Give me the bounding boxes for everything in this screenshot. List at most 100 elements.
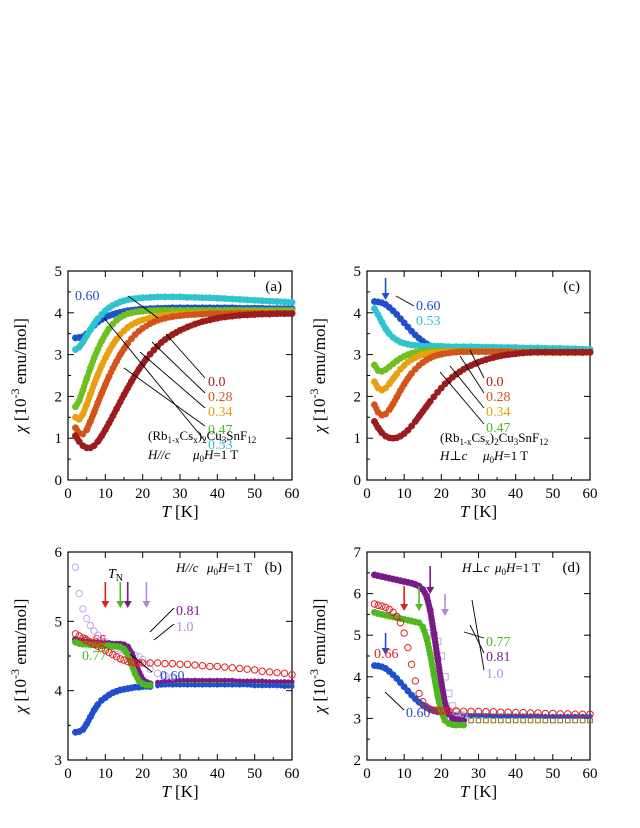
panel-label: (c) <box>563 279 580 295</box>
data-point <box>86 621 95 630</box>
data-point-fill <box>233 682 239 688</box>
field-strength: μ0H=1 T <box>494 560 540 577</box>
data-point-fill <box>271 683 276 689</box>
data-point <box>393 370 401 378</box>
data-point <box>236 664 244 673</box>
x-axis-label: T [K] <box>161 502 198 521</box>
y-tick-label: 2 <box>354 389 362 405</box>
data-point-fill <box>181 682 187 688</box>
y-tick-label: 2 <box>354 753 362 769</box>
chart-panel-c: 0 10 20 30 40 50 60 0 1 2 3 4 5 T [K] χ [10-3 emu/mol]… <box>307 264 598 521</box>
leader-line <box>469 624 485 654</box>
field-direction: H⊥c <box>461 560 490 575</box>
data-point <box>586 348 594 356</box>
leader-line <box>395 295 415 307</box>
series-0-47 <box>72 306 296 411</box>
data-point <box>258 667 266 675</box>
data-point <box>426 705 434 713</box>
data-point <box>153 659 162 667</box>
data-point <box>109 650 117 659</box>
series-label: 0.81 <box>176 604 201 619</box>
data-point <box>441 707 449 715</box>
tn-arrow-head <box>116 601 125 608</box>
series-label: 0.53 <box>416 314 441 329</box>
data-point <box>153 669 162 678</box>
data-point <box>289 683 295 690</box>
data-point <box>176 660 184 669</box>
data-point <box>505 717 512 724</box>
x-axis-label: T [K] <box>161 782 198 801</box>
series-label: 0.0 <box>486 375 504 390</box>
series-label: 0.47 <box>208 423 233 438</box>
data-point <box>79 634 87 642</box>
data-point <box>535 717 541 724</box>
data-point-fill <box>465 712 470 718</box>
data-point <box>101 646 110 655</box>
data-point <box>213 662 222 671</box>
series-label: 0.60 <box>75 289 100 304</box>
series-label: 0.28 <box>486 390 511 405</box>
y-axis-label: χ [10-3 emu/mol] <box>307 318 329 435</box>
x-tick-label: 0 <box>363 486 371 502</box>
data-point <box>512 717 519 724</box>
x-tick-label: 50 <box>247 486 262 502</box>
panel-label: (b) <box>265 560 283 576</box>
data-point <box>419 698 427 706</box>
field-strength: μ0H=1 T <box>482 448 528 465</box>
data-point <box>526 709 535 717</box>
x-tick-label: 50 <box>545 766 560 782</box>
data-point-fill <box>166 682 172 688</box>
data-point-fill <box>226 677 231 683</box>
data-point-fill <box>226 682 231 688</box>
data-point <box>459 707 468 716</box>
data-point-fill <box>203 682 209 688</box>
data-point-fill <box>173 682 179 688</box>
data-point <box>82 614 91 623</box>
leader-line <box>151 341 206 394</box>
series-0-81 <box>370 571 468 724</box>
x-tick-label: 20 <box>434 766 449 782</box>
leader-line <box>127 295 159 319</box>
data-point <box>120 656 128 664</box>
data-point-fill <box>278 683 284 689</box>
data-point <box>467 707 475 716</box>
series-0-60 <box>72 683 154 736</box>
data-point <box>527 717 534 724</box>
field-direction: H//c <box>175 560 199 575</box>
x-tick-label: 0 <box>363 766 371 782</box>
data-point-fill <box>472 713 478 718</box>
data-point <box>586 710 594 718</box>
x-tick-label: 0 <box>64 766 72 782</box>
data-point <box>146 659 154 667</box>
x-tick-label: 60 <box>285 486 300 502</box>
leader-line <box>449 365 485 409</box>
panel-label: (a) <box>265 279 282 295</box>
x-tick-label: 10 <box>98 766 113 782</box>
data-point <box>221 663 229 671</box>
x-tick-label: 30 <box>173 486 188 502</box>
series-0-53 <box>370 305 594 353</box>
x-tick-label: 40 <box>508 766 523 782</box>
series-label: 0.77 <box>82 649 107 664</box>
y-tick-label: 6 <box>55 545 63 561</box>
data-point <box>556 710 564 718</box>
data-point-fill <box>278 679 284 684</box>
data-point-fill <box>211 677 216 683</box>
data-point <box>142 355 150 363</box>
data-point-fill <box>487 713 492 718</box>
data-point <box>198 662 207 670</box>
y-tick-label: 0 <box>55 473 63 489</box>
data-point <box>448 702 457 710</box>
series-0-0 <box>370 348 594 442</box>
data-point <box>71 630 80 638</box>
x-tick-label: 0 <box>64 486 72 502</box>
series-label: 1.0 <box>176 620 194 635</box>
data-point <box>490 717 497 724</box>
series-0-66 <box>71 630 296 679</box>
data-point-fill <box>188 682 194 688</box>
tn-arrow-head <box>400 604 409 611</box>
tn-arrow-head <box>441 609 450 616</box>
data-point-fill <box>256 683 261 689</box>
x-tick-label: 20 <box>434 486 449 502</box>
series-0-0 <box>72 310 296 452</box>
